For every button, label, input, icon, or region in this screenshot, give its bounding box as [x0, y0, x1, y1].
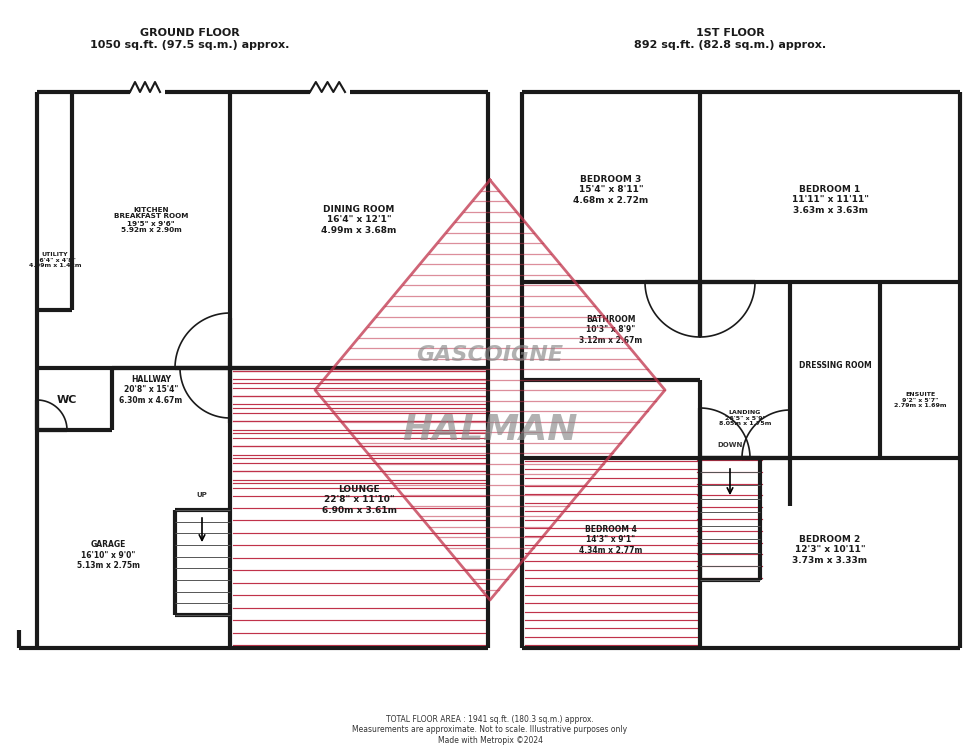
Text: DRESSING ROOM: DRESSING ROOM	[799, 360, 871, 369]
Text: GARAGE
16'10" x 9'0"
5.13m x 2.75m: GARAGE 16'10" x 9'0" 5.13m x 2.75m	[76, 540, 139, 570]
Text: UTILITY
16'4" x 4'8"
4.99m x 1.42m: UTILITY 16'4" x 4'8" 4.99m x 1.42m	[28, 252, 81, 268]
Text: BEDROOM 1
11'11" x 11'11"
3.63m x 3.63m: BEDROOM 1 11'11" x 11'11" 3.63m x 3.63m	[792, 185, 868, 215]
Text: ENSUITE
9'2" x 5'7"
2.79m x 1.69m: ENSUITE 9'2" x 5'7" 2.79m x 1.69m	[894, 392, 947, 409]
Text: DOWN: DOWN	[717, 442, 743, 448]
Text: BEDROOM 3
15'4" x 8'11"
4.68m x 2.72m: BEDROOM 3 15'4" x 8'11" 4.68m x 2.72m	[573, 175, 649, 205]
Text: BATHROOM
10'3" x 8'9"
3.12m x 2.67m: BATHROOM 10'3" x 8'9" 3.12m x 2.67m	[579, 315, 643, 345]
Text: GROUND FLOOR
1050 sq.ft. (97.5 sq.m.) approx.: GROUND FLOOR 1050 sq.ft. (97.5 sq.m.) ap…	[90, 28, 290, 50]
Text: UP: UP	[197, 492, 208, 498]
Text: HALMAN: HALMAN	[402, 413, 578, 447]
Text: KITCHEN
BREAKFAST ROOM
19'5" x 9'6"
5.92m x 2.90m: KITCHEN BREAKFAST ROOM 19'5" x 9'6" 5.92…	[114, 207, 188, 234]
Text: BEDROOM 2
12'3" x 10'11"
3.73m x 3.33m: BEDROOM 2 12'3" x 10'11" 3.73m x 3.33m	[793, 535, 867, 565]
Text: DINING ROOM
16'4" x 12'1"
4.99m x 3.68m: DINING ROOM 16'4" x 12'1" 4.99m x 3.68m	[321, 205, 397, 235]
Text: LOUNGE
22'8" x 11'10"
6.90m x 3.61m: LOUNGE 22'8" x 11'10" 6.90m x 3.61m	[321, 485, 397, 515]
Text: HALLWAY
20'8" x 15'4"
6.30m x 4.67m: HALLWAY 20'8" x 15'4" 6.30m x 4.67m	[120, 375, 182, 405]
Text: GASCOIGNE: GASCOIGNE	[416, 345, 564, 365]
Text: 1ST FLOOR
892 sq.ft. (82.8 sq.m.) approx.: 1ST FLOOR 892 sq.ft. (82.8 sq.m.) approx…	[634, 28, 826, 50]
Text: LANDING
26'5" x 5'9"
8.05m x 1.75m: LANDING 26'5" x 5'9" 8.05m x 1.75m	[718, 410, 771, 427]
Text: BEDROOM 4
14'3" x 9'1"
4.34m x 2.77m: BEDROOM 4 14'3" x 9'1" 4.34m x 2.77m	[579, 525, 643, 555]
Text: TOTAL FLOOR AREA : 1941 sq.ft. (180.3 sq.m.) approx.
Measurements are approximat: TOTAL FLOOR AREA : 1941 sq.ft. (180.3 sq…	[353, 715, 627, 745]
Text: WC: WC	[57, 395, 77, 405]
